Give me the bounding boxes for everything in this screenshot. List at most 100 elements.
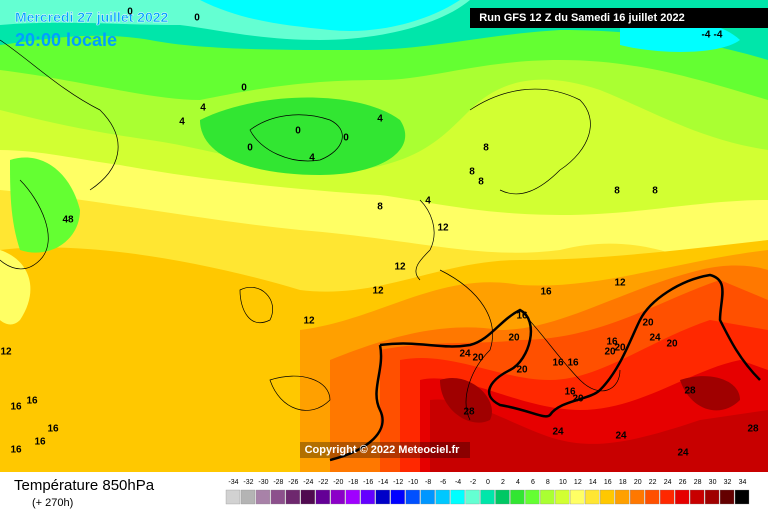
coastlines xyxy=(0,39,621,421)
scale-swatch xyxy=(570,489,585,505)
contour-label: 0 xyxy=(194,13,200,24)
contour-label: 8 xyxy=(478,177,484,188)
scale-swatch xyxy=(674,489,690,505)
scale-label: 14 xyxy=(589,479,597,486)
contour-label: 0 xyxy=(127,7,133,18)
scale-swatch xyxy=(225,489,241,505)
scale-swatch xyxy=(585,489,600,505)
contour-label: 0 xyxy=(295,126,301,137)
scale-label: -2 xyxy=(470,479,476,486)
scale-swatch xyxy=(600,489,615,505)
scale-swatch xyxy=(540,489,555,505)
scale-label: 34 xyxy=(739,479,747,486)
contour-label: 0 xyxy=(241,83,247,94)
scale-swatch xyxy=(300,489,315,505)
scale-swatch xyxy=(630,489,645,505)
scale-swatch xyxy=(360,489,375,505)
contour-label: 8 xyxy=(377,202,383,213)
scale-swatch xyxy=(405,489,420,505)
scale-swatch xyxy=(345,489,360,505)
scale-label: -30 xyxy=(258,479,268,486)
scale-swatch xyxy=(465,489,480,505)
contour-label: 0 xyxy=(343,133,349,144)
scale-label: 12 xyxy=(574,479,582,486)
scale-label: 4 xyxy=(516,479,520,486)
scale-swatch xyxy=(285,489,301,505)
scale-label: 24 xyxy=(664,479,672,486)
scale-swatch xyxy=(240,489,256,505)
forecast-date: Mercredi 27 juillet 2022 xyxy=(15,9,169,25)
scale-label: 28 xyxy=(694,479,702,486)
scale-swatch xyxy=(435,489,450,505)
scale-label: -34 xyxy=(228,479,238,486)
scale-label: 26 xyxy=(679,479,687,486)
scale-label: -10 xyxy=(408,479,418,486)
scale-swatch xyxy=(330,489,345,505)
scale-label: 20 xyxy=(634,479,642,486)
isotherm-24 xyxy=(329,273,761,462)
scale-label: 2 xyxy=(501,479,505,486)
color-scale: -34 -32 -30 -28 -26 -24 -22 -20 -18 -16 -14 -12 -10-… xyxy=(225,479,750,505)
scale-swatch xyxy=(255,489,271,505)
scale-swatch xyxy=(510,489,525,505)
contour-label: 28 xyxy=(684,386,696,397)
scale-swatch xyxy=(615,489,630,505)
contour-label: 24 xyxy=(459,349,471,360)
contour-label: -4 xyxy=(702,30,711,41)
contour-label: 12 xyxy=(437,223,449,234)
run-banner-bg xyxy=(470,8,768,28)
contour-label: 20 xyxy=(666,339,678,350)
legend-lead: (+ 270h) xyxy=(32,497,73,509)
scale-label: -32 xyxy=(243,479,253,486)
scale-label: -14 xyxy=(378,479,388,486)
scale-swatch xyxy=(660,489,675,505)
scale-swatch xyxy=(689,489,705,505)
legend-title: Température 850hPa xyxy=(14,477,155,494)
scale-swatch xyxy=(315,489,330,505)
scale-swatch xyxy=(645,489,660,505)
contour-label: 28 xyxy=(463,407,475,418)
scale-swatch xyxy=(375,489,390,505)
contour-label: 4 xyxy=(377,114,383,125)
contour-label: 16 xyxy=(552,358,564,369)
scale-swatch xyxy=(495,489,510,505)
scale-label: -4 xyxy=(455,479,461,486)
contour-label: 20 xyxy=(472,353,484,364)
scale-label: 6 xyxy=(531,479,535,486)
contour-label: 0 xyxy=(247,143,253,154)
copyright-bg xyxy=(300,442,470,458)
contour-label: 20 xyxy=(516,365,528,376)
contour-label: 20 xyxy=(642,318,654,329)
contour-label: 4 xyxy=(179,117,185,128)
run-info: Run GFS 12 Z du Samedi 16 juillet 2022 xyxy=(479,12,684,24)
scale-label: -24 xyxy=(303,479,313,486)
contour-label: 12 xyxy=(614,278,626,289)
copyright: Copyright © 2022 Meteociel.fr xyxy=(305,444,461,456)
scale-label: -6 xyxy=(440,479,446,486)
contour-label: 8 xyxy=(469,167,475,178)
contour-label: 16 xyxy=(564,387,576,398)
contour-label: 20 xyxy=(604,347,616,358)
scale-label: -20 xyxy=(333,479,343,486)
scale-swatch xyxy=(555,489,570,505)
contour-label: 16 xyxy=(516,311,528,322)
contour-label: 4 xyxy=(200,103,206,114)
scale-label: -22 xyxy=(318,479,328,486)
scale-label: -26 xyxy=(288,479,298,486)
contour-label: 24 xyxy=(552,427,564,438)
contour-label: 20 xyxy=(572,394,584,405)
scale-label: -18 xyxy=(348,479,358,486)
contour-label: 12 xyxy=(0,347,12,358)
scale-label: -16 xyxy=(363,479,373,486)
scale-swatch xyxy=(420,489,435,505)
scale-label: 30 xyxy=(709,479,717,486)
contour-label: 16 xyxy=(34,437,46,448)
scale-label: -28 xyxy=(273,479,283,486)
scale-label: 18 xyxy=(619,479,627,486)
scale-swatch xyxy=(270,489,286,505)
contour-label: 20 xyxy=(508,333,520,344)
contour-label: 28 xyxy=(747,424,759,435)
